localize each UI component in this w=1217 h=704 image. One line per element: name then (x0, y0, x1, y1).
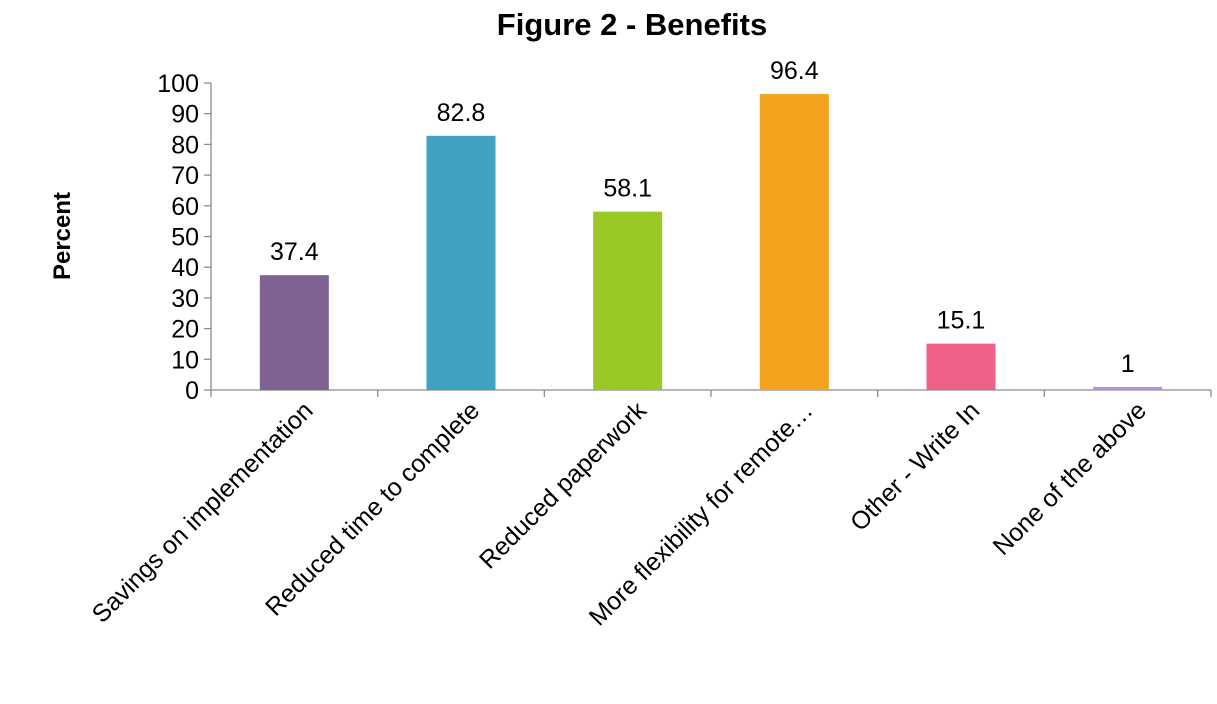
y-tick-label: 70 (171, 162, 199, 190)
data-label: 82.8 (437, 99, 486, 127)
y-tick-label: 90 (171, 101, 199, 129)
y-tick-label: 0 (185, 377, 199, 405)
x-category-label: None of the above (988, 396, 1152, 560)
y-axis-label: Percent (49, 192, 76, 280)
bar (1093, 386, 1163, 390)
y-tick-label: 20 (171, 316, 199, 344)
data-label: 1 (1121, 350, 1135, 378)
y-tick-label: 60 (171, 193, 199, 221)
y-tick-label: 10 (171, 346, 199, 374)
bar (593, 211, 663, 390)
bar (426, 135, 496, 390)
data-labels-group: 37.4 82.8 58.1 96.4 15.1 1 (270, 57, 1135, 378)
chart-title: Figure 2 - Benefits (497, 7, 767, 42)
y-tick-label: 30 (171, 285, 199, 313)
x-category-label: Reduced paperwork (474, 396, 652, 574)
y-tick-label: 80 (171, 131, 199, 159)
data-label: 37.4 (270, 238, 319, 266)
x-category-label: Other - Write In (845, 396, 985, 536)
data-label: 58.1 (603, 175, 652, 203)
data-label: 15.1 (937, 307, 986, 335)
bars-group (259, 94, 1163, 390)
y-tick-label: 100 (157, 70, 199, 98)
bar (759, 94, 829, 390)
bar (259, 275, 329, 390)
x-axis (210, 389, 1212, 397)
y-tick-label: 50 (171, 224, 199, 252)
bar (926, 343, 996, 390)
y-tick-label: 40 (171, 254, 199, 282)
data-label: 96.4 (770, 57, 819, 85)
